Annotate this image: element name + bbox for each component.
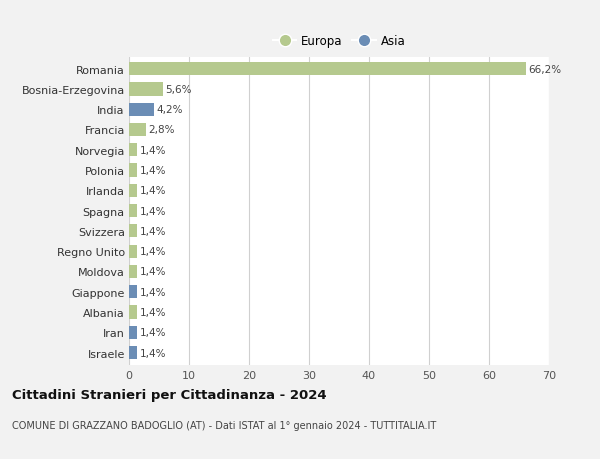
Bar [129, 245, 137, 258]
Text: 5,6%: 5,6% [165, 85, 191, 95]
Text: 2,8%: 2,8% [148, 125, 175, 135]
Text: 1,4%: 1,4% [140, 146, 166, 156]
Bar [129, 326, 137, 339]
Text: 1,4%: 1,4% [140, 287, 166, 297]
Bar [129, 306, 137, 319]
Bar [129, 83, 163, 96]
Text: 1,4%: 1,4% [140, 328, 166, 337]
Text: 1,4%: 1,4% [140, 226, 166, 236]
Text: 4,2%: 4,2% [157, 105, 183, 115]
Text: 1,4%: 1,4% [140, 308, 166, 317]
Bar [129, 123, 146, 137]
Bar [129, 265, 137, 279]
Text: 1,4%: 1,4% [140, 186, 166, 196]
Bar [129, 164, 137, 177]
Bar [129, 225, 137, 238]
Text: COMUNE DI GRAZZANO BADOGLIO (AT) - Dati ISTAT al 1° gennaio 2024 - TUTTITALIA.IT: COMUNE DI GRAZZANO BADOGLIO (AT) - Dati … [12, 420, 436, 430]
Text: 1,4%: 1,4% [140, 267, 166, 277]
Text: Cittadini Stranieri per Cittadinanza - 2024: Cittadini Stranieri per Cittadinanza - 2… [12, 388, 326, 401]
Text: 1,4%: 1,4% [140, 246, 166, 257]
Bar [129, 103, 154, 117]
Bar [129, 185, 137, 197]
Bar [129, 205, 137, 218]
Legend: Europa, Asia: Europa, Asia [271, 33, 407, 50]
Text: 1,4%: 1,4% [140, 166, 166, 176]
Text: 66,2%: 66,2% [529, 65, 562, 74]
Bar [129, 346, 137, 359]
Text: 1,4%: 1,4% [140, 348, 166, 358]
Text: 1,4%: 1,4% [140, 206, 166, 216]
Bar [129, 285, 137, 299]
Bar [129, 63, 526, 76]
Bar [129, 144, 137, 157]
